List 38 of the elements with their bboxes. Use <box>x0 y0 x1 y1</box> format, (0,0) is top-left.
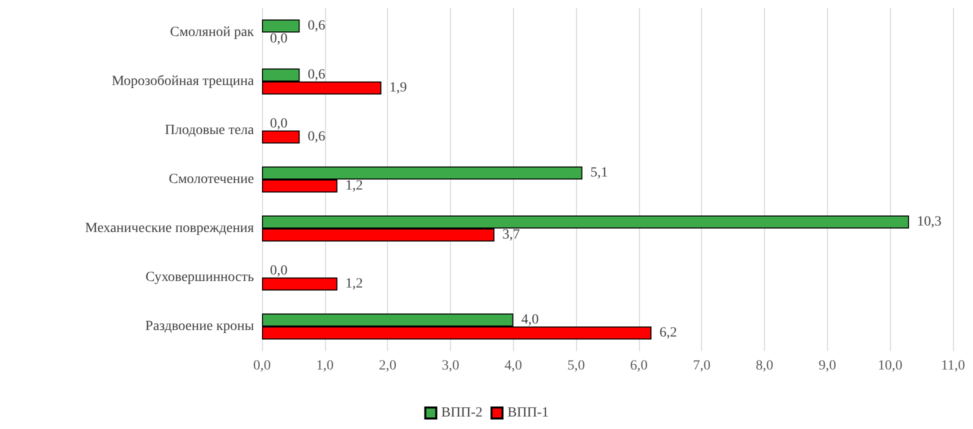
data-label: 1,2 <box>345 276 363 292</box>
x-tick-label: 1,0 <box>316 358 334 374</box>
data-label: 10,3 <box>917 214 942 230</box>
x-tick-label: 3,0 <box>442 358 460 374</box>
x-tick-label: 2,0 <box>378 358 396 374</box>
x-tick-label: 9,0 <box>818 358 836 374</box>
y-tick-label: Механические повреждения <box>85 221 255 236</box>
legend-label: ВПП-1 <box>508 406 549 420</box>
data-label: 0,0 <box>270 264 288 278</box>
bar <box>262 278 338 290</box>
data-label: 3,7 <box>502 228 520 242</box>
x-tick-label: 11,0 <box>941 358 965 374</box>
data-label: 6,2 <box>659 326 677 340</box>
legend-label: ВПП-2 <box>441 406 483 420</box>
bar <box>262 130 300 144</box>
data-label: 1,2 <box>345 178 363 194</box>
x-tick-label: 6,0 <box>630 358 648 374</box>
data-label: 0,6 <box>308 130 326 144</box>
y-tick-label: Смоляной рак <box>170 25 254 40</box>
y-tick-label: Плодовые тела <box>164 123 255 138</box>
data-label: 5,1 <box>590 166 608 180</box>
data-label: 0,0 <box>270 32 288 46</box>
data-label: 1,9 <box>389 80 407 96</box>
data-label: 4,0 <box>521 312 539 328</box>
x-tick-label: 5,0 <box>567 358 585 374</box>
x-tick-label: 0,0 <box>253 358 271 374</box>
data-label: 0,6 <box>308 18 326 34</box>
data-label: 0,0 <box>270 116 288 132</box>
y-tick-label: Раздвоение кроны <box>145 319 255 334</box>
x-tick-label: 7,0 <box>692 358 710 374</box>
x-tick-label: 8,0 <box>756 358 774 374</box>
x-tick-label: 10,0 <box>878 358 902 374</box>
y-tick-label: Морозобойная трещина <box>112 74 255 89</box>
y-tick-label: Суховершинность <box>145 270 254 285</box>
data-label: 0,6 <box>308 68 326 82</box>
bar <box>262 20 300 32</box>
y-tick-label: Смолотечение <box>168 172 254 187</box>
x-tick-label: 4,0 <box>504 358 522 374</box>
